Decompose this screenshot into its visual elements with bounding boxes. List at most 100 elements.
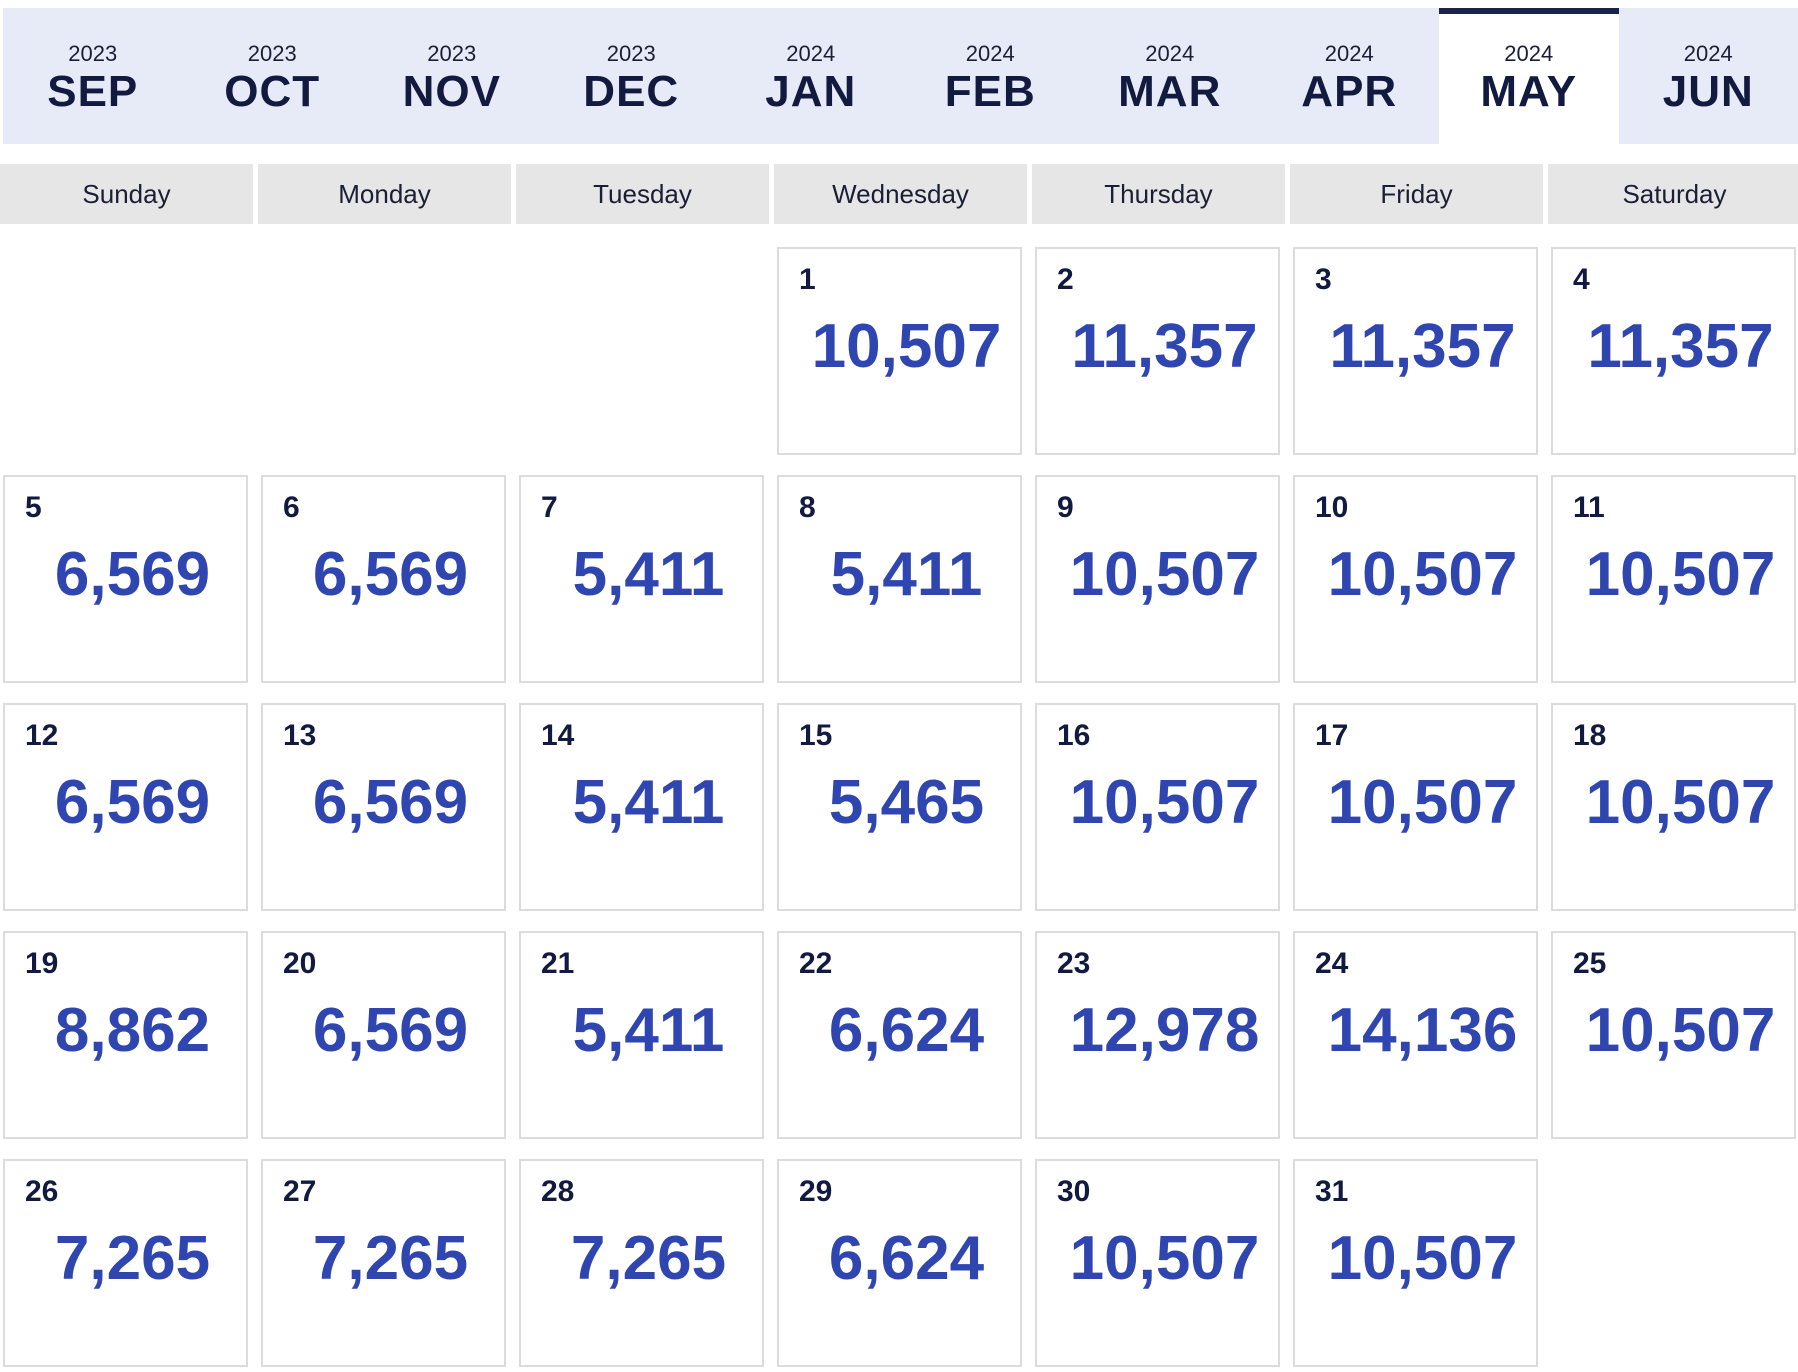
day-number: 7 xyxy=(541,491,558,524)
day-cell-16[interactable]: 16 10,507 xyxy=(1035,703,1280,911)
day-cell-23[interactable]: 23 12,978 xyxy=(1035,931,1280,1139)
day-number: 10 xyxy=(1315,491,1349,524)
day-price: 11,357 xyxy=(1329,312,1516,381)
tab-month-dec-2023[interactable]: 2023 DEC xyxy=(542,8,722,144)
day-number: 4 xyxy=(1573,263,1590,296)
day-cell-27[interactable]: 27 7,265 xyxy=(261,1159,506,1367)
day-cell-4[interactable]: 4 11,357 xyxy=(1551,247,1796,455)
day-cell-21[interactable]: 21 5,411 xyxy=(519,931,764,1139)
day-price: 6,624 xyxy=(828,996,985,1065)
day-number: 24 xyxy=(1315,947,1349,980)
weekday-saturday: Saturday xyxy=(1548,164,1798,224)
day-price: 6,569 xyxy=(312,768,469,837)
tab-year-label: 2024 xyxy=(1145,41,1195,66)
day-cell-18[interactable]: 18 10,507 xyxy=(1551,703,1796,911)
tab-month-oct-2023[interactable]: 2023 OCT xyxy=(183,8,363,144)
tab-month-label: JAN xyxy=(765,67,857,116)
tab-month-jun-2024[interactable]: 2024 JUN xyxy=(1619,8,1798,144)
day-number: 21 xyxy=(541,947,575,980)
day-price: 5,411 xyxy=(572,540,725,609)
day-price: 11,357 xyxy=(1587,312,1774,381)
day-price: 6,569 xyxy=(54,540,211,609)
tab-month-feb-2024[interactable]: 2024 FEB xyxy=(901,8,1081,144)
day-number: 17 xyxy=(1315,719,1349,752)
day-number: 27 xyxy=(283,1175,317,1208)
day-price: 10,507 xyxy=(1069,768,1260,837)
day-price: 14,136 xyxy=(1327,996,1518,1065)
empty-day-cell xyxy=(261,247,506,455)
weekday-tuesday: Tuesday xyxy=(516,164,769,224)
day-cell-2[interactable]: 2 11,357 xyxy=(1035,247,1280,455)
tab-year-label: 2023 xyxy=(68,41,118,66)
day-cell-12[interactable]: 12 6,569 xyxy=(3,703,248,911)
tab-month-label: DEC xyxy=(583,67,680,116)
day-number: 11 xyxy=(1573,491,1605,524)
day-price: 10,507 xyxy=(811,312,1002,381)
day-cell-17[interactable]: 17 10,507 xyxy=(1293,703,1538,911)
day-cell-10[interactable]: 10 10,507 xyxy=(1293,475,1538,683)
tab-year-label: 2024 xyxy=(1504,41,1554,66)
day-cell-20[interactable]: 20 6,569 xyxy=(261,931,506,1139)
day-cell-31[interactable]: 31 10,507 xyxy=(1293,1159,1538,1367)
day-price: 5,411 xyxy=(830,540,983,609)
day-number: 26 xyxy=(25,1175,59,1208)
day-number: 9 xyxy=(1057,491,1074,524)
day-cell-24[interactable]: 24 14,136 xyxy=(1293,931,1538,1139)
day-cell-30[interactable]: 30 10,507 xyxy=(1035,1159,1280,1367)
day-cell-15[interactable]: 15 5,465 xyxy=(777,703,1022,911)
day-cell-19[interactable]: 19 8,862 xyxy=(3,931,248,1139)
tab-month-apr-2024[interactable]: 2024 APR xyxy=(1260,8,1440,144)
tab-month-label: OCT xyxy=(224,67,321,116)
tab-month-label: NOV xyxy=(402,67,501,116)
day-price: 10,507 xyxy=(1585,996,1776,1065)
tab-month-may-2024[interactable]: 2024 MAY xyxy=(1439,8,1619,144)
month-tab-bar: 2023 SEP 2023 OCT 2023 NOV 2023 DEC 2024… xyxy=(3,8,1798,144)
day-cell-14[interactable]: 14 5,411 xyxy=(519,703,764,911)
weekday-friday: Friday xyxy=(1290,164,1543,224)
day-price: 5,411 xyxy=(572,996,725,1065)
tab-month-nov-2023[interactable]: 2023 NOV xyxy=(362,8,542,144)
tab-month-label: FEB xyxy=(944,67,1036,116)
day-cell-6[interactable]: 6 6,569 xyxy=(261,475,506,683)
day-number: 29 xyxy=(799,1175,833,1208)
day-cell-28[interactable]: 28 7,265 xyxy=(519,1159,764,1367)
tab-month-label: APR xyxy=(1301,67,1398,116)
tab-year-label: 2024 xyxy=(786,41,836,66)
day-cell-5[interactable]: 5 6,569 xyxy=(3,475,248,683)
weekday-monday: Monday xyxy=(258,164,511,224)
day-cell-11[interactable]: 11 10,507 xyxy=(1551,475,1796,683)
day-price: 6,569 xyxy=(312,996,469,1065)
day-number: 3 xyxy=(1315,263,1332,296)
day-cell-7[interactable]: 7 5,411 xyxy=(519,475,764,683)
day-number: 12 xyxy=(25,719,59,752)
day-cell-9[interactable]: 9 10,507 xyxy=(1035,475,1280,683)
day-cell-29[interactable]: 29 6,624 xyxy=(777,1159,1022,1367)
day-number: 13 xyxy=(283,719,317,752)
day-price: 10,507 xyxy=(1069,540,1260,609)
day-number: 8 xyxy=(799,491,816,524)
day-cell-22[interactable]: 22 6,624 xyxy=(777,931,1022,1139)
day-cell-26[interactable]: 26 7,265 xyxy=(3,1159,248,1367)
day-cell-3[interactable]: 3 11,357 xyxy=(1293,247,1538,455)
day-number: 15 xyxy=(799,719,833,752)
weekday-wednesday: Wednesday xyxy=(774,164,1027,224)
day-cell-13[interactable]: 13 6,569 xyxy=(261,703,506,911)
day-cell-1[interactable]: 1 10,507 xyxy=(777,247,1022,455)
day-price: 7,265 xyxy=(570,1224,727,1293)
empty-day-cell xyxy=(3,247,248,455)
weekday-thursday: Thursday xyxy=(1032,164,1285,224)
tab-year-label: 2024 xyxy=(1324,41,1374,66)
day-number: 31 xyxy=(1315,1175,1349,1208)
tab-month-jan-2024[interactable]: 2024 JAN xyxy=(721,8,901,144)
day-number: 20 xyxy=(283,947,317,980)
day-number: 23 xyxy=(1057,947,1091,980)
weekday-header: Sunday Monday Tuesday Wednesday Thursday… xyxy=(0,164,1798,224)
tab-month-sep-2023[interactable]: 2023 SEP xyxy=(3,8,183,144)
day-cell-8[interactable]: 8 5,411 xyxy=(777,475,1022,683)
tab-month-mar-2024[interactable]: 2024 MAR xyxy=(1080,8,1260,144)
day-cell-25[interactable]: 25 10,507 xyxy=(1551,931,1796,1139)
tab-year-label: 2023 xyxy=(606,41,656,66)
day-price: 7,265 xyxy=(54,1224,211,1293)
day-price: 6,624 xyxy=(828,1224,985,1293)
day-price: 5,465 xyxy=(828,768,985,837)
